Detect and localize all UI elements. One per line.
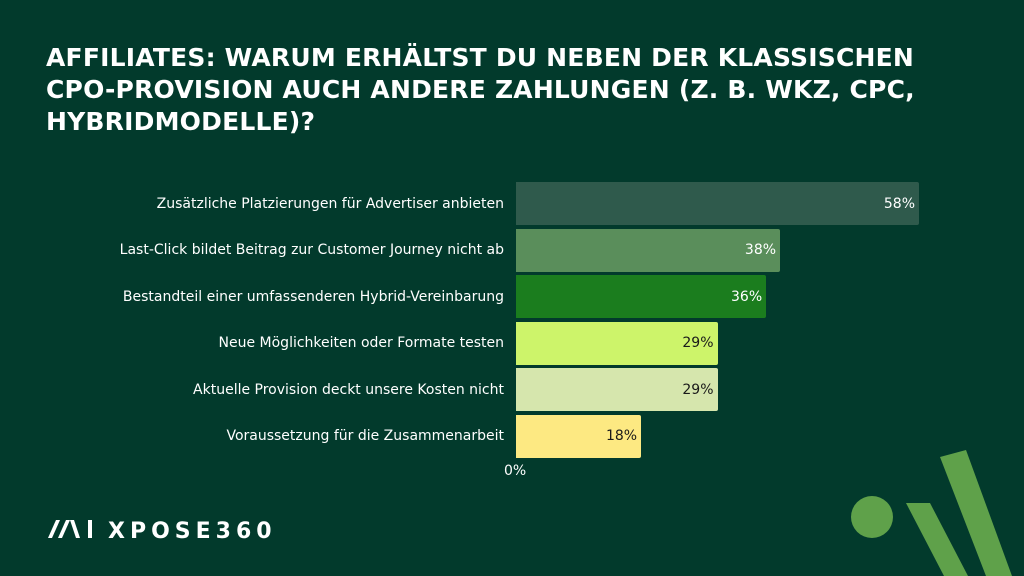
category-label: Bestandteil einer umfassenderen Hybrid-V… xyxy=(122,288,504,305)
category-label: Voraussetzung für die Zusammenarbeit xyxy=(226,428,504,444)
xpose360-logo-icon: XPOSE360 xyxy=(48,519,277,544)
deco-circle xyxy=(851,496,893,538)
bar xyxy=(516,321,718,365)
bar-value-label: 38% xyxy=(744,242,777,258)
bar xyxy=(516,275,767,318)
bar-value-label: 29% xyxy=(682,335,714,351)
bar xyxy=(516,414,642,458)
bar-value-label: 29% xyxy=(682,381,714,398)
category-label: Last-Click bildet Beitrag zur Customer J… xyxy=(119,242,504,258)
bar xyxy=(516,368,718,411)
deco-stripe-short xyxy=(906,503,968,576)
bar-value-label: 18% xyxy=(605,428,638,444)
bar-value-label: 36% xyxy=(731,288,763,305)
category-label: Zusätzliche Platzierungen für Advertiser… xyxy=(156,195,504,212)
chart-title: Affiliates: Warum erhältst du neben der … xyxy=(46,43,915,136)
category-label: Neue Möglichkeiten oder Formate testen xyxy=(218,335,504,351)
x-axis-zero-label: 0% xyxy=(504,463,527,479)
logo-text: XPOSE360 xyxy=(108,519,277,544)
bar xyxy=(516,228,781,272)
category-label: Aktuelle Provision deckt unsere Kosten n… xyxy=(193,381,504,398)
deco-stripe-long xyxy=(940,450,1012,576)
bar xyxy=(516,182,919,225)
bar-value-label: 58% xyxy=(883,195,915,212)
brand-logo: XPOSE360 xyxy=(46,514,306,555)
